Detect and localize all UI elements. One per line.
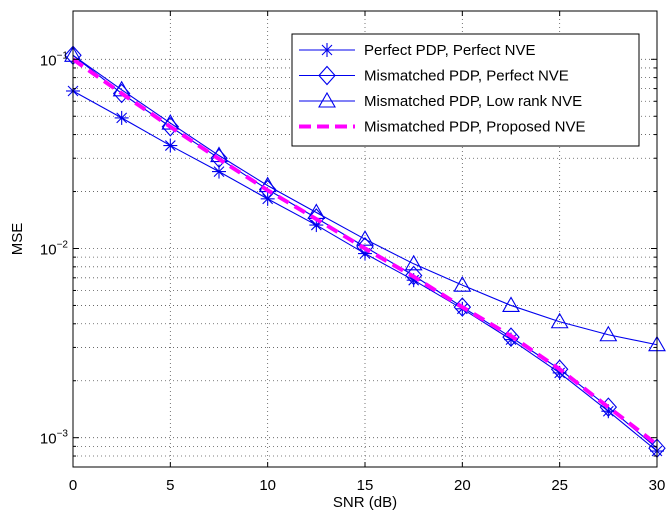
- y-tick-exponent: −3: [57, 429, 69, 440]
- y-tick-base: 10: [40, 52, 57, 69]
- legend-asterisk-marker: [320, 43, 334, 57]
- series-1-asterisk-marker: [163, 138, 178, 153]
- series-3-triangle-marker: [404, 254, 423, 271]
- x-tick-label: 30: [649, 477, 666, 494]
- series-1-asterisk-marker: [114, 110, 129, 125]
- series-2-diamond-marker: [356, 237, 374, 257]
- series-3-triangle-marker: [453, 276, 472, 292]
- series-2-diamond-marker: [404, 265, 423, 286]
- x-tick-label: 0: [69, 477, 77, 494]
- y-tick-base: 10: [40, 431, 57, 448]
- legend-label-2: Mismatched PDP, Perfect NVE: [364, 68, 569, 85]
- y-tick-label: 10−2: [40, 239, 69, 258]
- series-line-4: [71, 57, 659, 447]
- legend-label-1: Perfect PDP, Perfect NVE: [364, 42, 535, 59]
- series-3-triangle-marker: [356, 230, 374, 246]
- series-2-diamond-marker: [210, 148, 228, 169]
- x-tick-label: 10: [259, 477, 276, 494]
- legend-triangle-marker: [318, 91, 336, 108]
- series-1-asterisk-marker: [212, 164, 226, 179]
- series-3-triangle-marker: [502, 296, 520, 312]
- series-3-triangle-marker: [550, 312, 569, 329]
- legend-box: [291, 33, 640, 147]
- y-tick-label: 10−1: [40, 50, 69, 69]
- legend: Perfect PDP, Perfect NVE Mismatched PDP, …: [291, 33, 640, 147]
- series-3-triangle-marker: [599, 325, 618, 342]
- legend-diamond-marker: [318, 65, 336, 86]
- series-2-diamond-marker: [453, 297, 472, 317]
- x-tick-label: 5: [166, 477, 174, 494]
- x-tick-label: 15: [357, 477, 374, 494]
- y-tick-exponent: −2: [57, 239, 69, 250]
- series-line-3: [72, 54, 658, 346]
- x-axis-label: SNR (dB): [333, 494, 397, 511]
- y-tick-base: 10: [40, 241, 57, 258]
- series-2-diamond-marker: [502, 327, 520, 347]
- y-tick-exponent: −1: [57, 50, 69, 61]
- y-tick-label: 10−3: [40, 429, 69, 448]
- y-axis-label: MSE: [9, 223, 26, 256]
- legend-label-3: Mismatched PDP, Low rank NVE: [364, 93, 582, 110]
- x-tick-label: 20: [454, 477, 471, 494]
- x-tick-label: 25: [551, 477, 568, 494]
- legend-label-4: Mismatched PDP, Proposed NVE: [364, 119, 586, 136]
